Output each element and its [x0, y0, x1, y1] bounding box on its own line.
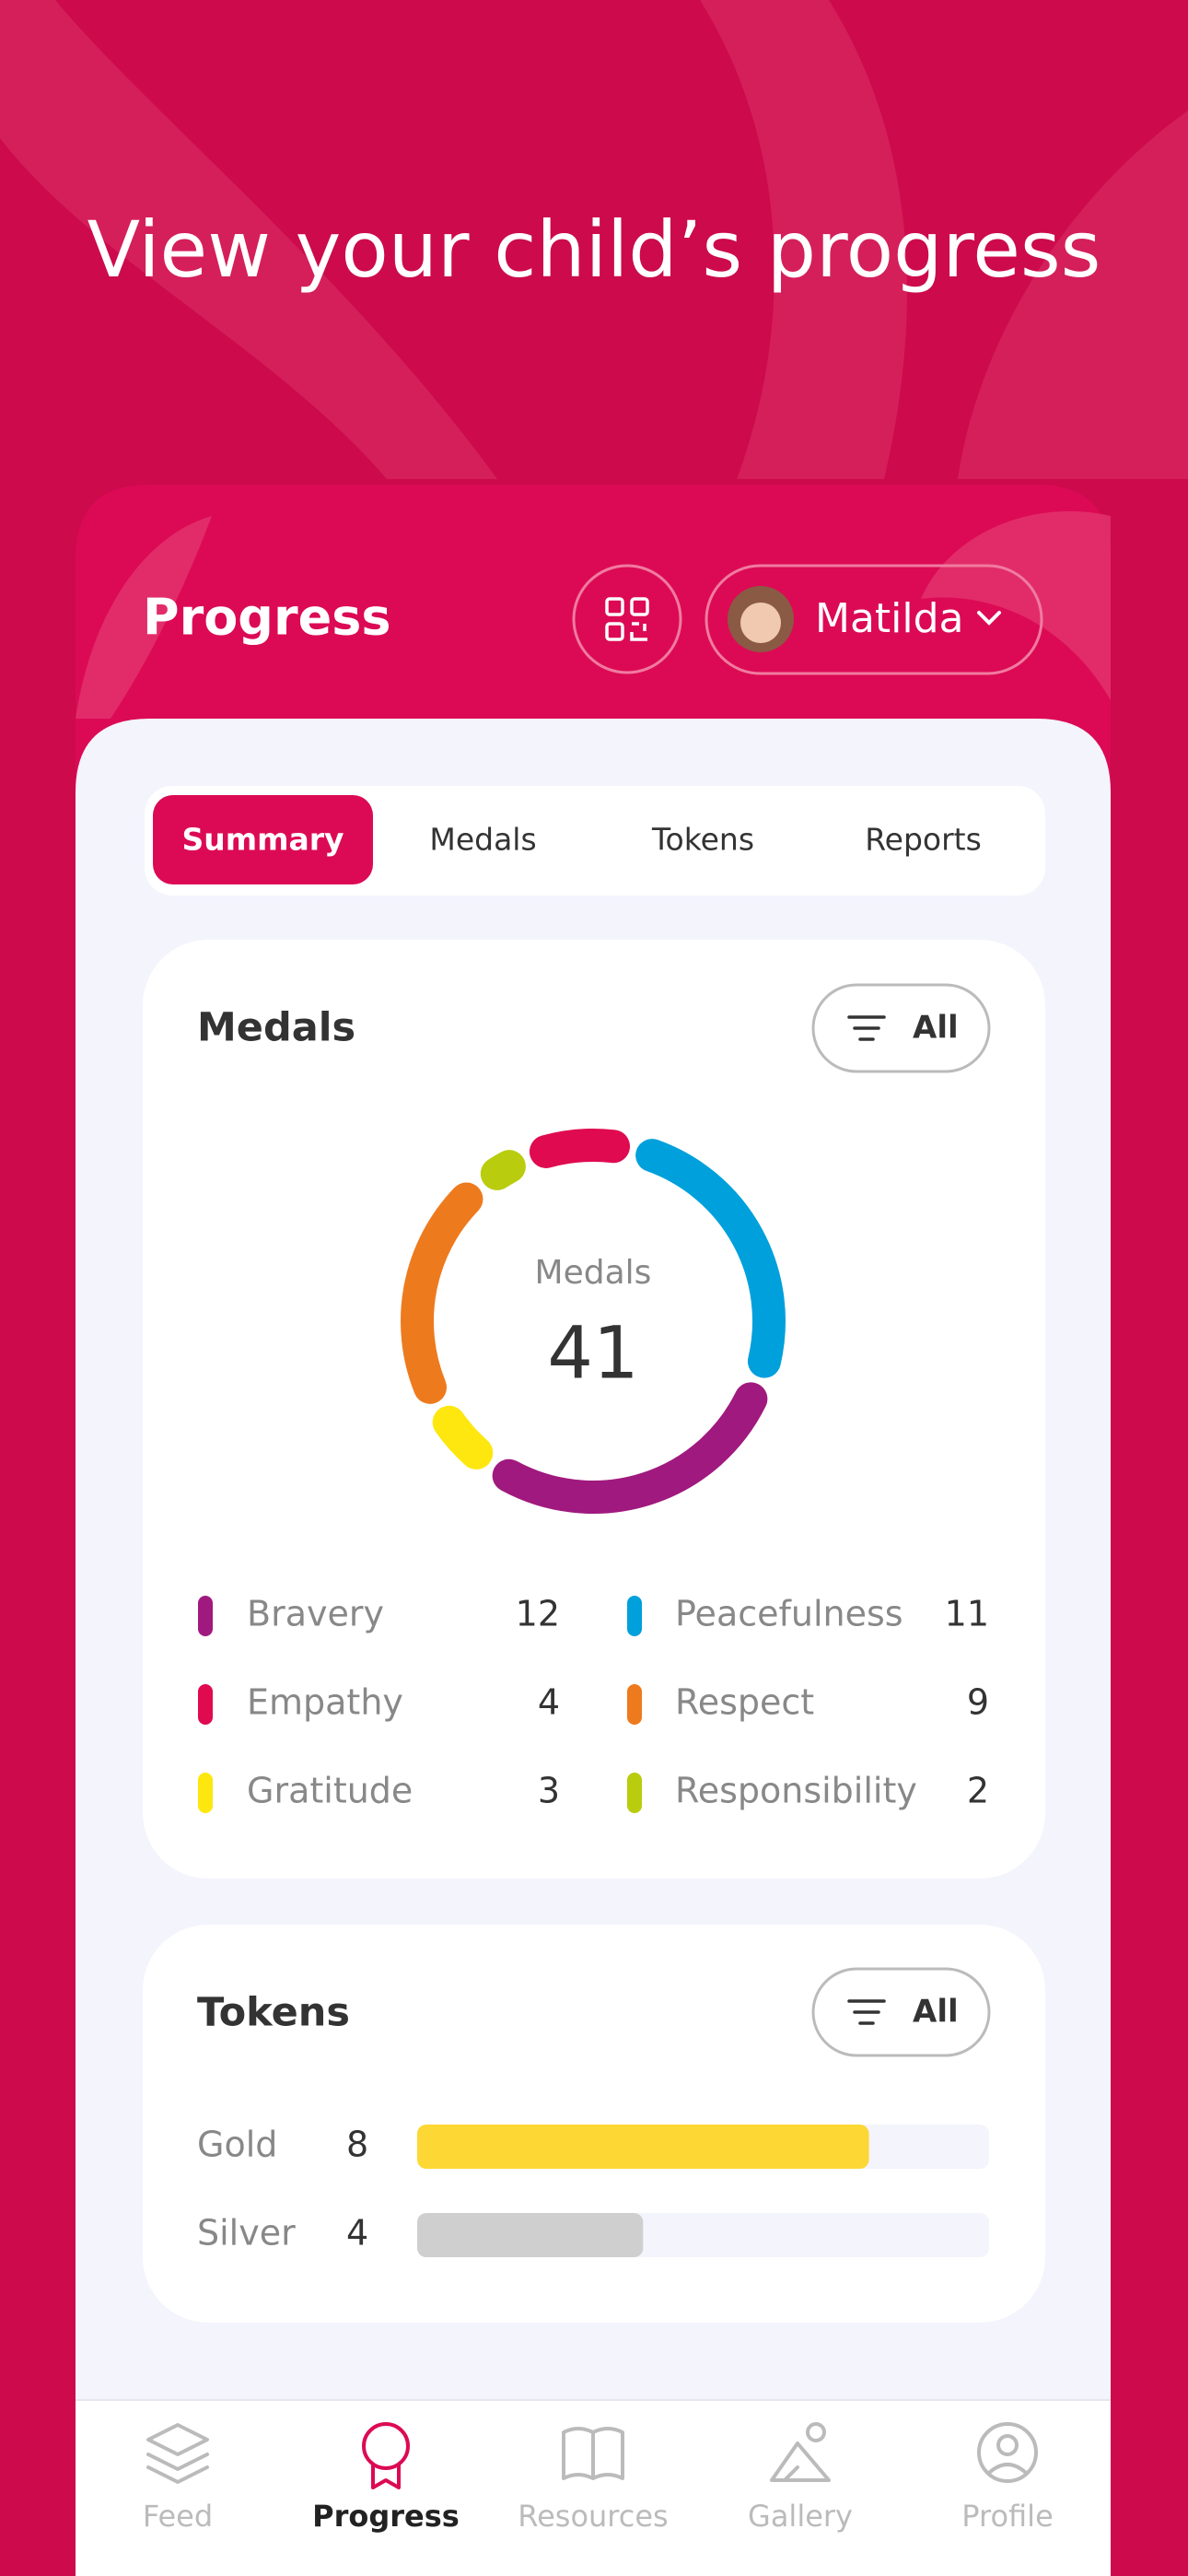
donut-segment	[529, 1129, 631, 1168]
feed-icon	[146, 2423, 209, 2484]
resources-icon	[562, 2427, 624, 2480]
legend-name: Bravery	[247, 1594, 384, 1634]
filter-label: All	[913, 1994, 959, 2031]
donut-label: Medals	[535, 1254, 652, 1292]
token-value: 8	[346, 2125, 368, 2165]
legend-name: Respect	[675, 1682, 814, 1723]
legend-item: Empathy 4	[198, 1682, 560, 1725]
nav-label[interactable]: Gallery	[748, 2499, 853, 2534]
tab-label: Summary	[181, 822, 344, 858]
bottom-nav	[76, 2400, 1111, 2576]
legend-name: Responsibility	[675, 1771, 917, 1811]
progress-icon-ribbon	[371, 2464, 401, 2489]
token-bar	[417, 2213, 644, 2257]
child-pill	[705, 564, 1043, 675]
profile-icon	[977, 2422, 1038, 2483]
medals-card	[143, 940, 1045, 1879]
donut-total: 41	[547, 1312, 638, 1395]
tokens-filter[interactable]: All	[811, 1967, 991, 2057]
legend-value: 4	[538, 1682, 560, 1723]
tab[interactable]: Medals	[429, 822, 536, 858]
legend-swatch	[627, 1684, 642, 1725]
app-title: Progress	[143, 589, 391, 647]
filter-icon	[847, 1999, 886, 2025]
tab[interactable]: Summary	[153, 795, 373, 884]
tab-label: Tokens	[651, 822, 754, 858]
tab-active-bg	[153, 795, 373, 884]
legend-item: Bravery 12	[198, 1594, 560, 1636]
legend-swatch	[198, 1773, 213, 1813]
gallery-icon-sun	[806, 2422, 826, 2442]
decor-leaf	[0, 0, 497, 479]
filter-icon	[847, 1015, 886, 1041]
legend-item: Gratitude 3	[198, 1771, 560, 1813]
legend-value: 11	[945, 1594, 989, 1634]
filter-pill	[811, 983, 991, 1073]
avatar-face	[740, 603, 781, 643]
qr-button-ring	[572, 564, 682, 674]
legend-value: 12	[516, 1594, 560, 1634]
token-row: Gold 8	[197, 2125, 989, 2169]
progress-icon	[362, 2422, 410, 2470]
nav-label[interactable]: Profile	[961, 2499, 1054, 2534]
token-value: 4	[346, 2213, 368, 2254]
gallery-icon	[770, 2441, 831, 2482]
nav-label[interactable]: Progress	[312, 2499, 460, 2534]
tab-label: Reports	[865, 822, 982, 858]
qr-button[interactable]	[572, 564, 682, 674]
token-bar	[417, 2125, 869, 2169]
legend-value: 3	[538, 1771, 560, 1811]
decor-leaf	[921, 510, 1111, 700]
legend-item: Respect 9	[627, 1682, 989, 1725]
medals-title: Medals	[197, 1005, 355, 1051]
tab[interactable]: Reports	[865, 822, 982, 858]
filter-pill	[811, 1967, 991, 2057]
donut-segment	[635, 1139, 786, 1378]
legend-value: 2	[967, 1771, 989, 1811]
nav-label[interactable]: Feed	[143, 2499, 213, 2534]
legend-item: Peacefulness 11	[627, 1594, 989, 1636]
legend-swatch	[627, 1773, 642, 1813]
nav-label[interactable]: Resources	[518, 2499, 668, 2534]
token-name: Silver	[197, 2213, 296, 2254]
medals-filter[interactable]: All	[811, 983, 991, 1073]
donut-segment	[480, 1150, 526, 1190]
donut-segment	[492, 1382, 768, 1514]
profile-icon-head	[996, 2434, 1019, 2456]
legend-swatch	[198, 1684, 213, 1725]
decor-leaf	[76, 516, 212, 719]
donut-segment	[401, 1182, 483, 1404]
legend-name: Gratitude	[247, 1771, 413, 1811]
token-name: Gold	[197, 2125, 277, 2165]
decor-leaf	[700, 0, 907, 479]
legend-name: Peacefulness	[675, 1594, 903, 1634]
chevron	[977, 611, 1001, 626]
tab-label: Medals	[429, 822, 536, 858]
profile-icon-body	[987, 2463, 1028, 2475]
legend-item: Responsibility 2	[627, 1771, 989, 1813]
headline: View your child’s progress	[87, 205, 1101, 295]
legend-swatch	[198, 1596, 213, 1636]
legend-name: Empathy	[247, 1682, 403, 1723]
child-selector[interactable]: Matilda	[705, 564, 1043, 675]
child-name: Matilda	[815, 595, 964, 642]
donut-segment	[432, 1405, 494, 1469]
decor-leaf	[958, 111, 1188, 479]
nav-icons	[146, 2422, 1038, 2489]
filter-label: All	[913, 1010, 959, 1047]
legend-value: 9	[967, 1682, 989, 1723]
tokens-title: Tokens	[197, 1990, 350, 2036]
tab[interactable]: Tokens	[651, 822, 754, 858]
token-row: Silver 4	[197, 2213, 989, 2257]
qr-icon	[605, 597, 649, 641]
legend-swatch	[627, 1596, 642, 1636]
